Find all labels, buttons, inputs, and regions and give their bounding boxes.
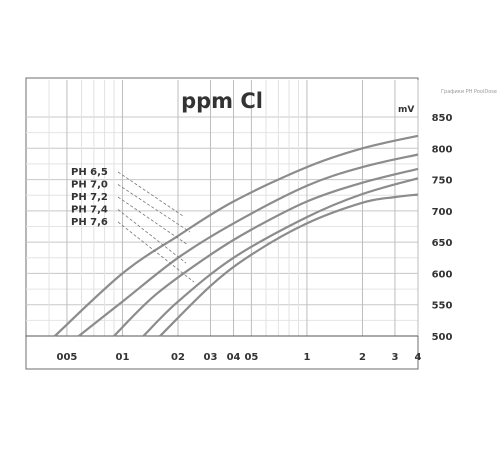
leader-line bbox=[117, 196, 189, 246]
leader-lines bbox=[117, 171, 195, 283]
tick-labels: 005 01 02 03 04 05 1 2 3 4 500 550 600 650 700 750 800 85… bbox=[56, 113, 452, 363]
y-axis-label: mV bbox=[398, 105, 414, 115]
legend-label: PH 7,4 bbox=[71, 205, 108, 216]
y-tick-label: 600 bbox=[432, 269, 453, 280]
y-tick-label: 700 bbox=[432, 207, 453, 218]
x-tick-label: 1 bbox=[303, 352, 310, 363]
chart-title: ppm Cl bbox=[181, 89, 263, 113]
series-line-1 bbox=[78, 153, 419, 337]
legend-label: PH 7,0 bbox=[71, 180, 108, 191]
series-group bbox=[54, 134, 419, 337]
leader-line bbox=[117, 184, 191, 233]
x-tick-label: 04 bbox=[227, 352, 241, 363]
y-tick-label: 750 bbox=[432, 176, 453, 187]
y-tick-label: 800 bbox=[432, 144, 453, 155]
leader-line bbox=[117, 221, 195, 283]
leader-line bbox=[117, 171, 184, 217]
legend: PH 6,5 PH 7,0PH 7,2 PH 7,4PH 7,6 bbox=[71, 167, 108, 228]
y-tick-label: 650 bbox=[432, 238, 453, 249]
side-note: Графики PH PoolDose bbox=[441, 89, 497, 95]
x-tick-label: 005 bbox=[56, 352, 77, 363]
legend-label: PH 7,2 bbox=[71, 192, 108, 203]
x-tick-label: 01 bbox=[115, 352, 129, 363]
x-tick-label: 4 bbox=[415, 352, 422, 363]
series-line-4 bbox=[159, 193, 419, 337]
y-tick-label: 850 bbox=[432, 113, 453, 124]
series-line-0 bbox=[54, 134, 419, 337]
series-line-2 bbox=[113, 167, 419, 337]
x-tick-label: 03 bbox=[204, 352, 218, 363]
leader-line bbox=[117, 209, 187, 264]
y-tick-label: 550 bbox=[432, 301, 453, 312]
grid bbox=[26, 80, 419, 337]
series-line-3 bbox=[142, 177, 419, 337]
legend-label: PH 6,5 bbox=[71, 167, 108, 178]
x-tick-label: 3 bbox=[391, 352, 398, 363]
x-tick-label: 2 bbox=[359, 352, 366, 363]
x-tick-label: 05 bbox=[244, 352, 258, 363]
legend-label: PH 7,6 bbox=[71, 217, 108, 228]
y-tick-label: 500 bbox=[432, 332, 453, 343]
x-tick-label: 02 bbox=[171, 352, 185, 363]
